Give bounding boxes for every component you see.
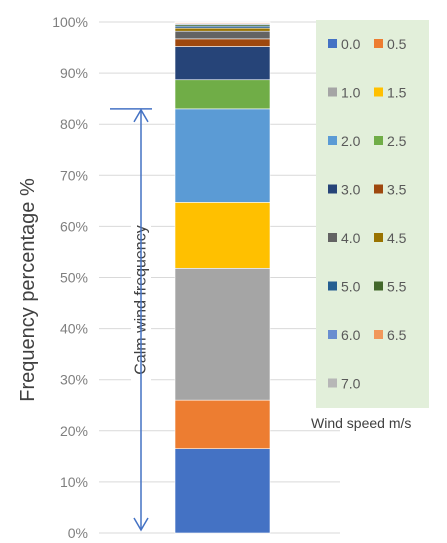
y-tick-label: 50% (60, 270, 88, 286)
legend-swatch-3-5 (374, 184, 383, 194)
legend-swatch-0-5 (374, 39, 383, 48)
y-tick-label: 30% (60, 372, 88, 388)
legend-swatch-4-5 (374, 233, 383, 242)
legend-label-6-5: 6.5 (387, 327, 407, 343)
bar-segment-3-0 (174, 46, 271, 81)
legend-label-7-0: 7.0 (341, 376, 361, 392)
y-tick-label: 70% (60, 167, 88, 183)
y-axis-title: Frequency percentage % (17, 178, 39, 402)
bar-segment-7-0 (174, 21, 271, 23)
bar-segment-2-5 (174, 79, 271, 110)
legend-label-2-5: 2.5 (387, 133, 407, 149)
legend-label-4-0: 4.0 (341, 230, 361, 246)
bar-segment-1-5 (174, 202, 271, 269)
y-axis-ticks: 0% 10% 20% 30% 40% 50% 60% 70% 80% 90% 100% (52, 14, 88, 541)
y-tick-label: 0% (68, 525, 88, 541)
bar-segment-0-5 (174, 399, 271, 449)
legend-background (316, 20, 429, 408)
legend-label-2-0: 2.0 (341, 133, 361, 149)
legend: 0.0 0.5 1.0 1.5 2.0 2.5 3.0 3.5 4.0 4.5 5.0 5.5 6.0 6… (316, 20, 429, 408)
legend-title: Wind speed m/s (311, 415, 411, 431)
bar-segment-5-0 (174, 25, 271, 29)
legend-swatch-4-0 (328, 233, 337, 242)
bar-segment-2-0 (174, 108, 271, 203)
legend-label-5-0: 5.0 (341, 279, 361, 295)
bar-segment-4-5 (174, 27, 271, 32)
legend-swatch-5-5 (374, 281, 383, 291)
legend-label-3-0: 3.0 (341, 182, 361, 198)
bar-segment-0-0 (174, 448, 271, 534)
legend-swatch-1-0 (328, 87, 337, 97)
calm-wind-annotation: Calm wind frequency (110, 108, 152, 532)
legend-label-3-5: 3.5 (387, 182, 407, 198)
legend-label-6-0: 6.0 (341, 327, 361, 343)
y-tick-label: 100% (52, 14, 88, 30)
legend-swatch-7-0 (328, 378, 337, 388)
legend-swatch-5-0 (328, 281, 337, 291)
annotation-arrowhead-bottom (133, 517, 149, 532)
legend-label-0-0: 0.0 (341, 36, 361, 52)
legend-swatch-0-0 (328, 39, 337, 48)
y-tick-label: 40% (60, 321, 88, 337)
legend-swatch-2-5 (374, 136, 383, 145)
legend-swatch-3-0 (328, 184, 337, 194)
legend-items: 0.0 0.5 1.0 1.5 2.0 2.5 3.0 3.5 4.0 4.5 5.0 5.5 6.0 6… (328, 36, 407, 392)
bar-segment-1-0 (174, 268, 271, 401)
y-tick-label: 60% (60, 218, 88, 234)
legend-label-4-5: 4.5 (387, 230, 407, 246)
stacked-bar (174, 21, 271, 534)
legend-swatch-6-0 (328, 330, 337, 339)
legend-label-5-5: 5.5 (387, 279, 407, 295)
legend-swatch-1-5 (374, 87, 383, 97)
bar-segment-3-5 (174, 38, 271, 47)
y-tick-label: 90% (60, 65, 88, 81)
y-tick-label: 20% (60, 423, 88, 439)
y-tick-label: 80% (60, 116, 88, 132)
legend-label-0-5: 0.5 (387, 36, 407, 52)
y-tick-label: 10% (60, 474, 88, 490)
legend-swatch-6-5 (374, 330, 383, 339)
annotation-arrowhead-top (133, 108, 149, 123)
legend-label-1-5: 1.5 (387, 85, 407, 101)
legend-label-1-0: 1.0 (341, 85, 361, 101)
legend-swatch-2-0 (328, 136, 337, 145)
bar-segment-4-0 (174, 30, 271, 40)
